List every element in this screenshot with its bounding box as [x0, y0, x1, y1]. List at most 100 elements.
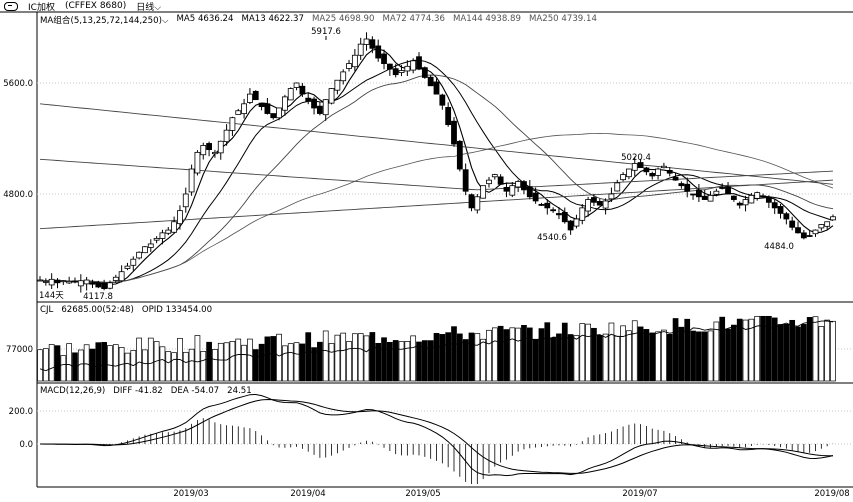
dea-line — [40, 398, 834, 474]
moving-average-lines — [39, 48, 834, 286]
volume-bar-up — [37, 349, 43, 382]
candle-down — [783, 213, 790, 220]
x-tick-2019-03: 2019/03 — [173, 489, 208, 499]
candle-up — [398, 70, 405, 73]
volume-bar-down — [468, 332, 475, 382]
volume-bar-down — [54, 345, 61, 382]
volume-bars — [37, 315, 836, 382]
volume-bar-up — [614, 335, 621, 382]
volume-bar-up — [620, 325, 626, 382]
candle-down — [591, 197, 597, 203]
volume-bar-up — [410, 335, 417, 382]
candle-up — [287, 88, 294, 101]
candle-up — [322, 99, 329, 116]
volume-bar-down — [701, 331, 708, 382]
volume-bar-down — [591, 327, 597, 382]
opid-value: OPID 133454.00 — [141, 305, 213, 315]
volume-bar-down — [503, 329, 510, 382]
period-selector[interactable]: 日线⌵ — [136, 0, 161, 13]
candle-down — [678, 183, 685, 187]
annotation-high-jul: 5020.4 — [621, 153, 651, 163]
volume-bar-up — [241, 344, 247, 382]
x-tick-2019-05: 2019/05 — [405, 489, 440, 499]
volume-bar-down — [299, 343, 306, 382]
candle-up — [247, 93, 253, 103]
volume-bar-up — [579, 323, 586, 382]
volume-bar-down — [690, 330, 696, 382]
candle-up — [363, 38, 370, 45]
volume-bar-up — [352, 333, 358, 382]
volume-bar-up — [474, 333, 481, 382]
candle-up — [194, 151, 201, 174]
candle-up — [37, 279, 43, 282]
ma-group-selector[interactable]: MA组合(5,13,25,72,144,250)⌵ — [40, 16, 169, 26]
ma72-line — [39, 132, 834, 283]
volume-bar-down — [637, 326, 644, 382]
candle-up — [112, 276, 119, 281]
candle-down — [567, 220, 574, 231]
candle-up — [334, 79, 341, 91]
ma144-value: MA144 4938.89 — [452, 14, 521, 24]
volume-bar-up — [200, 351, 207, 382]
candle-down — [433, 81, 440, 95]
diff-line — [39, 393, 834, 477]
candle-up — [713, 190, 720, 195]
dea-value: DEA -54.07 — [170, 386, 220, 396]
volume-bar-up — [486, 329, 492, 382]
price-annotations: 5917.6 4117.8 4540.6 5020.4 4484.0 144天 — [39, 27, 794, 302]
candle-up — [107, 282, 113, 289]
candle-down — [439, 94, 446, 106]
candle-down — [54, 279, 61, 284]
volume-bar-up — [235, 338, 242, 382]
candle-up — [212, 151, 218, 155]
volume-bar-down — [731, 324, 737, 382]
candle-down — [72, 280, 78, 283]
volume-bar-down — [800, 324, 807, 382]
volume-bar-up — [194, 335, 201, 382]
candle-up — [351, 54, 358, 68]
volume-bar-down — [270, 336, 277, 382]
candle-down — [311, 98, 317, 109]
volume-bar-down — [206, 341, 212, 382]
candle-down — [550, 209, 557, 212]
volume-bar-down — [596, 335, 603, 382]
candle-up — [585, 199, 592, 212]
volume-bar-up — [340, 332, 347, 382]
candle-up — [147, 243, 154, 248]
candle-down — [468, 194, 475, 209]
candle-up — [118, 271, 125, 282]
candle-down — [690, 193, 696, 196]
candle-down — [416, 56, 422, 70]
y-tick-volume: 77000 — [6, 345, 33, 355]
ma-long-line — [39, 103, 834, 185]
candle-down — [264, 103, 271, 114]
volume-bar-up — [124, 352, 131, 382]
candle-up — [742, 199, 749, 206]
volume-bar-down — [433, 332, 440, 382]
link-icon[interactable] — [4, 1, 18, 11]
volume-bar-up — [707, 330, 714, 382]
volume-bar-up — [48, 344, 55, 382]
volume-bar-down — [736, 318, 743, 382]
days-label: 144天 — [39, 291, 64, 301]
candle-up — [171, 221, 178, 233]
candle-up — [620, 174, 626, 181]
chart-header: IC加权 (CFFEX 8680) 日线⌵ — [0, 0, 853, 13]
candle-up — [130, 258, 137, 266]
x-tick-2019-04: 2019/04 — [290, 489, 325, 499]
candle-up — [602, 200, 609, 209]
candle-down — [538, 203, 545, 206]
candle-down — [771, 202, 778, 209]
volume-bar-up — [824, 319, 831, 382]
candle-down — [760, 195, 766, 198]
volume-bar-up — [112, 344, 119, 382]
candle-up — [223, 129, 230, 143]
open-interest-line — [39, 320, 834, 372]
volume-bar-up — [398, 341, 405, 382]
candle-down — [684, 183, 691, 192]
symbol-name: IC加权 — [28, 2, 55, 13]
candle-up — [509, 185, 516, 196]
volume-bar-up — [159, 346, 166, 382]
volume-bar-down — [375, 342, 382, 382]
